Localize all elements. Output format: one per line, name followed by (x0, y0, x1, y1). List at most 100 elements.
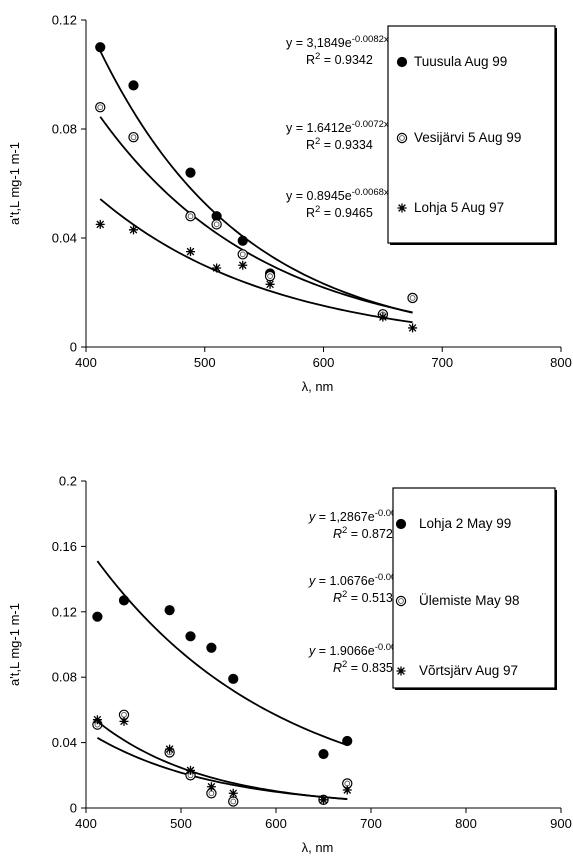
legend-marker (395, 518, 407, 530)
data-point (342, 785, 352, 795)
trend-line (99, 198, 413, 324)
open-circle-outer (211, 219, 222, 230)
data-point (92, 611, 103, 622)
x-tick-label: 600 (313, 355, 335, 370)
equation-2: y = 1.0676e-0.0078xR2 = 0.5132 (308, 572, 412, 605)
r-squared: R2 = 0.9465 (306, 204, 373, 220)
trend-line (99, 50, 413, 314)
equation-3: y = 1.9066e-0.0087xR2 = 0.8354 (308, 642, 412, 675)
legend: Lohja 2 May 99 Ülemiste May 98 Võrtsjärv A… (392, 487, 557, 690)
data-point (129, 225, 138, 235)
data-point (238, 260, 248, 270)
data-point (407, 292, 418, 304)
data-point (211, 219, 222, 230)
legend-label: Ülemiste May 98 (419, 593, 520, 608)
legend-label: Vesijärvi 5 Aug 99 (414, 130, 521, 145)
data-point (228, 788, 238, 798)
data-point (186, 765, 195, 775)
data-point (206, 782, 216, 792)
chart-2: 400 500 600 700 800 900 0 0.04 0.08 0.12 0.16 0.2 λ,… (7, 474, 572, 856)
open-circle-inner (97, 104, 104, 111)
fit-equation: y = 1.6412e-0.0072x (286, 119, 389, 135)
data-point (185, 210, 196, 222)
open-circle-outer (228, 796, 239, 807)
data-point (95, 101, 106, 113)
legend-marker (397, 203, 407, 213)
data-point (165, 744, 175, 754)
y-tick-label: 0.12 (52, 13, 77, 28)
data-point (212, 263, 222, 273)
data-point (408, 323, 418, 333)
series-3 (92, 715, 352, 805)
x-tick-label: 500 (170, 816, 192, 831)
y-tick-label: 0.16 (52, 539, 77, 554)
open-circle-inner (230, 798, 237, 805)
open-circle-inner (409, 295, 416, 301)
data-point (128, 80, 139, 91)
x-tick-label: 400 (75, 816, 97, 831)
x-tick-label: 700 (360, 816, 382, 831)
open-circle-outer (185, 210, 196, 222)
data-point (342, 735, 353, 747)
x-tick-label: 500 (194, 355, 216, 370)
data-point (119, 716, 129, 726)
data-point (228, 796, 239, 807)
y-tick-label: 0.04 (52, 735, 77, 750)
legend-marker (396, 56, 408, 68)
data-point (264, 270, 276, 282)
fit-equation: y = 0.8945e-0.0068x (286, 187, 389, 203)
x-tick-label: 900 (550, 816, 572, 831)
data-point (319, 795, 328, 805)
data-point (237, 235, 248, 246)
r-squared: R2 = 0.8354 (333, 659, 400, 675)
x-tick-label: 700 (431, 355, 453, 370)
y-axis-label: a't,L mg-1 m-1 (7, 603, 22, 686)
open-circle-outer (95, 101, 106, 113)
legend-marker (395, 595, 407, 607)
open-circle-inner (239, 251, 246, 258)
y-tick-label: 0 (70, 340, 77, 355)
open-circle-inner (213, 221, 220, 228)
open-circle-inner (399, 135, 405, 141)
data-point (92, 715, 102, 725)
trend-line (96, 720, 348, 801)
trend-line (99, 116, 413, 314)
y-tick-label: 0.08 (52, 670, 77, 685)
x-tick-label: 600 (265, 816, 287, 831)
data-point (237, 249, 248, 260)
x-tick-label: 800 (550, 355, 572, 370)
data-point (228, 673, 239, 684)
legend-label: Lohja 5 Aug 97 (414, 200, 504, 215)
open-circle-inner (130, 134, 137, 141)
legend-label: Tuusula Aug 99 (414, 54, 507, 69)
y-tick-label: 0.04 (52, 231, 77, 246)
r-squared: R2 = 0.5132 (333, 589, 400, 605)
open-circle-outer (128, 131, 139, 143)
legend-marker (396, 666, 406, 676)
series-2 (95, 101, 418, 320)
open-circle-inner (398, 598, 404, 604)
series-3 (95, 198, 418, 333)
legend-label: Lohja 2 May 99 (419, 516, 511, 531)
y-tick-label: 0.08 (52, 122, 77, 137)
series-1 (95, 42, 418, 320)
y-tick-label: 0 (70, 801, 77, 816)
trend-line (96, 560, 348, 746)
data-point (318, 748, 329, 760)
fit-equation: y = 3,1849e-0.0082x (286, 34, 389, 50)
x-tick-label: 800 (455, 816, 477, 831)
open-circle-outer (237, 249, 248, 260)
open-circle-outer (396, 132, 408, 144)
series-2 (92, 709, 353, 807)
x-axis-label: λ, nm (302, 840, 334, 855)
legend: Tuusula Aug 99 Vesijärvi 5 Aug 99 Lohja 5 … (387, 25, 557, 245)
data-point (265, 279, 275, 289)
x-tick-label: 400 (75, 355, 97, 370)
data-point (185, 631, 196, 642)
y-tick-label: 0.2 (59, 474, 77, 489)
open-circle-inner (267, 273, 273, 280)
